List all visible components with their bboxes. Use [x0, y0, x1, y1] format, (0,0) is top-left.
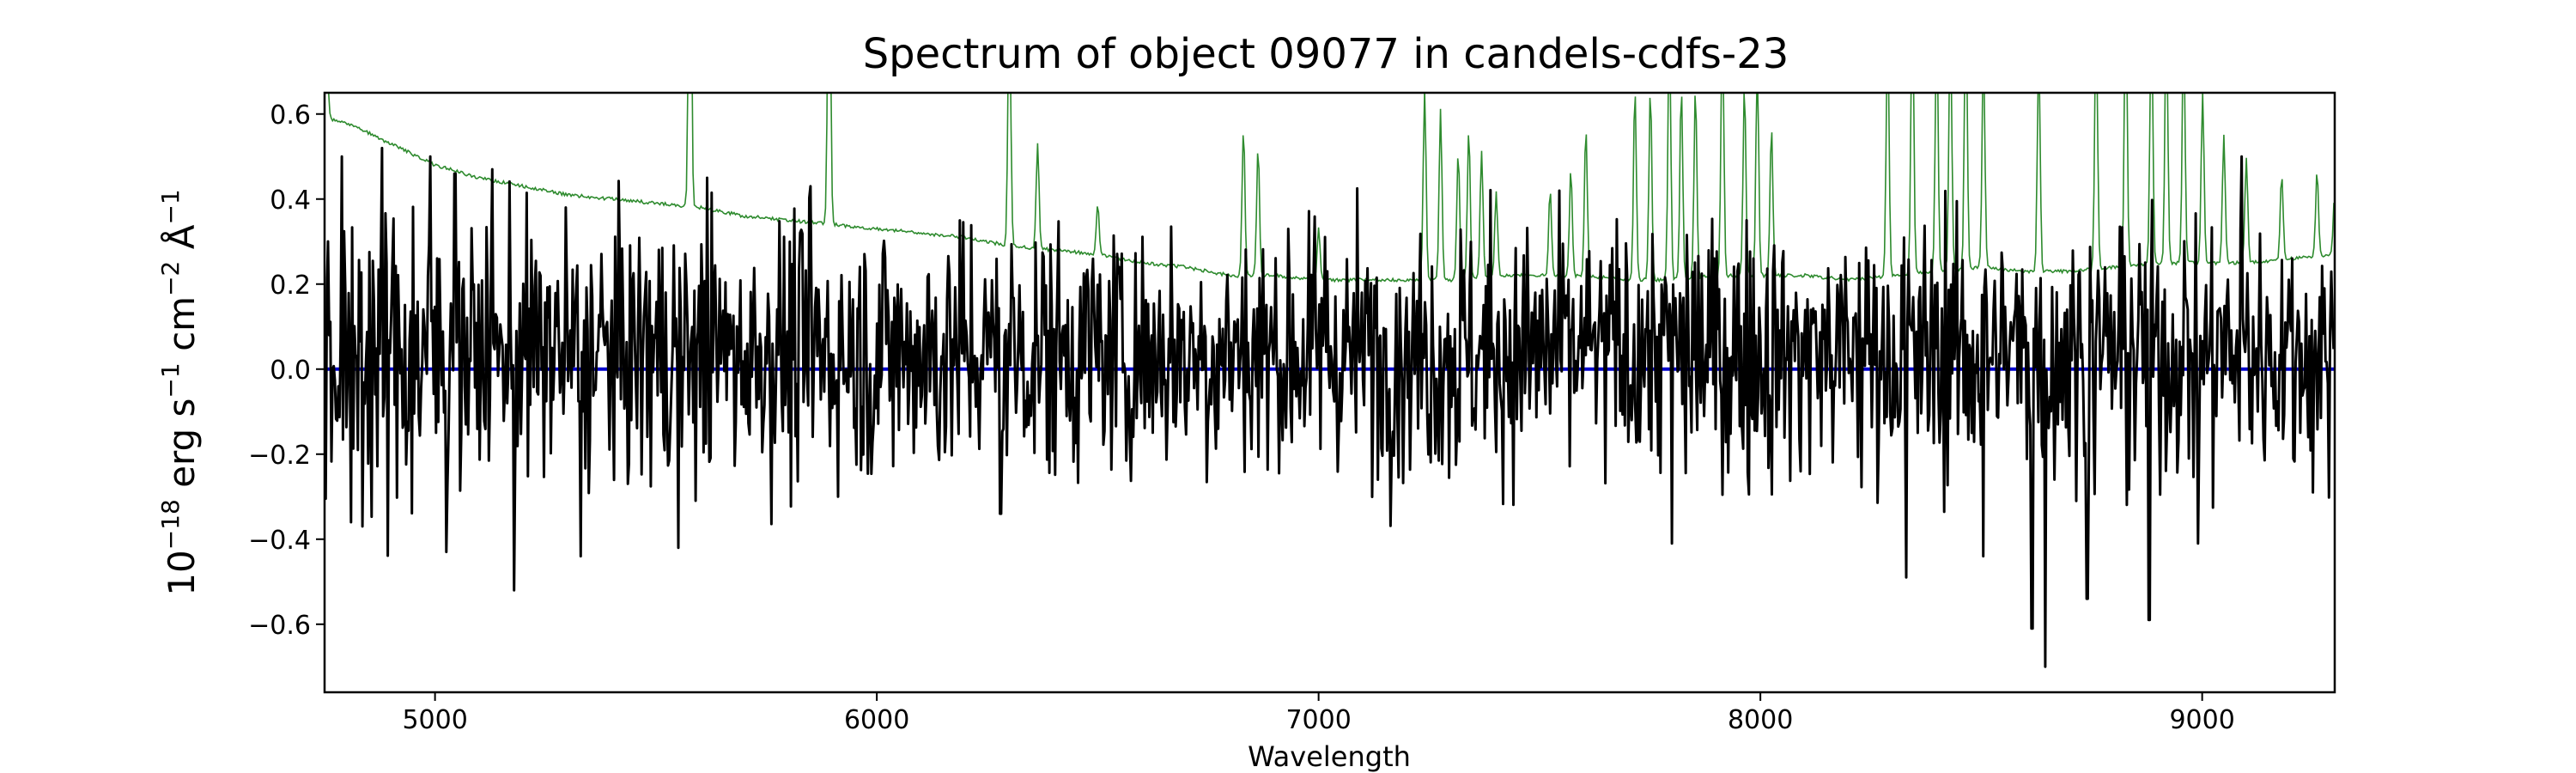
x-tick-label: 5000 [402, 705, 467, 735]
y-axis-label-unit: Å [160, 224, 203, 260]
error-spectrum-series [325, 93, 2335, 283]
y-axis-label-exp: −18 [156, 499, 185, 550]
y-axis-label-unit: erg s [161, 399, 203, 500]
y-axis-label-unit: cm [161, 296, 203, 362]
x-axis: 5000 6000 7000 8000 9000 [402, 692, 2235, 735]
y-axis-label-exp: −2 [156, 261, 185, 296]
y-tick-label: 0.0 [270, 356, 311, 386]
plot-frame [323, 91, 2336, 694]
x-tick-label: 7000 [1285, 705, 1351, 735]
y-axis-label-exp: −1 [156, 362, 185, 398]
x-tick-label: 9000 [2169, 705, 2234, 735]
plot-area [325, 93, 2335, 668]
x-tick-label: 6000 [844, 705, 909, 735]
y-axis-label: 10−18 erg s−1 cm−2 Å−1 [156, 189, 203, 595]
y-tick-label: 0.4 [270, 186, 311, 216]
y-tick-label: 0.6 [270, 100, 311, 131]
error-spectrum-line [325, 93, 2335, 283]
y-tick-label: −0.4 [248, 526, 311, 556]
y-tick-label: −0.6 [248, 611, 311, 641]
y-axis-label-exp: −1 [156, 189, 185, 224]
x-axis-label: Wavelength [1248, 740, 1411, 773]
y-axis-label-base: 10 [161, 550, 203, 595]
x-tick-label: 8000 [1728, 705, 1793, 735]
y-axis: −0.6 −0.4 −0.2 0.0 0.2 0.4 0.6 [248, 100, 325, 641]
y-tick-label: 0.2 [270, 271, 311, 301]
chart-title: Spectrum of object 09077 in candels-cdfs… [863, 30, 1789, 78]
flux-spectrum-series [325, 146, 2335, 668]
flux-spectrum-line [325, 146, 2335, 668]
y-tick-label: −0.2 [248, 441, 311, 471]
